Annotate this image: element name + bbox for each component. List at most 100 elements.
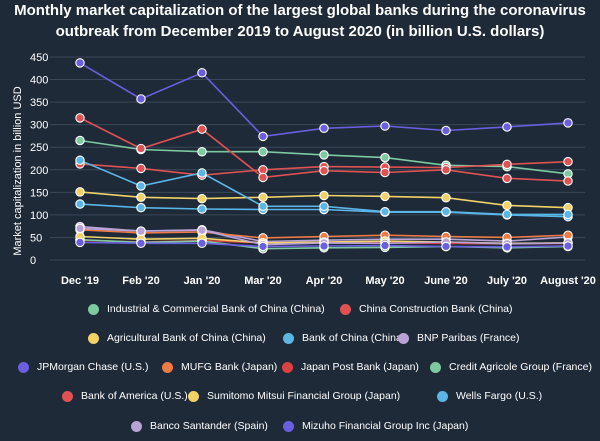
legend-item[interactable]: Sumitomo Mitsui Financial Group (Japan) [188,390,400,402]
data-point[interactable] [258,192,268,203]
data-point[interactable] [136,192,146,203]
x-tick-label: July '20 [487,275,527,287]
legend-item[interactable]: Bank of China (China) [283,332,405,344]
data-point[interactable] [75,113,85,123]
data-point[interactable] [502,209,512,220]
data-point[interactable] [75,155,85,166]
legend-item[interactable]: Banco Santander (Spain) [131,420,268,432]
data-point[interactable] [502,159,512,170]
data-point[interactable] [502,173,512,184]
data-point[interactable] [258,241,268,252]
data-point[interactable] [75,58,85,68]
data-point[interactable] [563,241,573,251]
legend-swatch [88,303,99,315]
chart-title-line-1: Monthly market capitalization of the lar… [14,2,586,19]
legend-swatch [18,361,29,373]
data-point[interactable] [380,152,390,163]
data-point[interactable] [380,191,390,202]
legend-label: Bank of China (China) [302,332,406,344]
legend-item[interactable]: Bank of America (U.S.) [62,390,188,402]
data-point[interactable] [197,193,207,204]
data-point[interactable] [441,192,451,203]
y-tick-label: 300 [30,120,48,132]
data-point[interactable] [75,199,85,209]
data-point[interactable] [380,206,390,217]
legend-label: Industrial & Commercial Bank of China (C… [107,303,325,315]
data-point[interactable] [197,204,207,214]
data-point[interactable] [319,201,329,212]
data-point[interactable] [75,237,85,248]
legend-item[interactable]: MUFG Bank (Japan) [162,361,277,373]
data-point[interactable] [441,241,451,252]
legend-item[interactable]: JPMorgan Chase (U.S.) [18,361,148,373]
data-point[interactable] [136,238,146,249]
data-point[interactable] [319,190,329,201]
y-tick-label: 50 [30,232,42,244]
legend-item[interactable]: China Construction Bank (China) [340,303,513,315]
legend-swatch [282,361,293,373]
data-point[interactable] [197,68,207,78]
data-point[interactable] [380,240,390,251]
data-point[interactable] [563,156,573,167]
legend-item[interactable]: Industrial & Commercial Bank of China (C… [88,303,325,315]
legend-item[interactable]: Agricultural Bank of China (China) [88,332,266,344]
legend-swatch [398,332,409,344]
legend-item[interactable]: Wells Fargo (U.S.) [437,390,542,402]
data-point[interactable] [502,200,512,211]
data-point[interactable] [563,176,573,186]
data-point[interactable] [136,143,146,154]
data-point[interactable] [441,206,451,217]
data-point[interactable] [502,122,512,132]
legend-label: Agricultural Bank of China (China) [107,332,266,344]
data-point[interactable] [319,241,329,251]
data-point[interactable] [197,225,207,235]
legend-swatch [162,361,173,373]
data-point[interactable] [136,94,146,104]
data-point[interactable] [258,146,268,157]
data-point[interactable] [197,146,207,157]
legend-item[interactable]: Credit Agricole Group (France) [430,361,592,373]
data-point[interactable] [136,181,146,191]
legend-swatch [430,361,441,373]
data-point[interactable] [197,124,207,134]
data-point[interactable] [258,131,268,142]
data-point[interactable] [380,121,390,131]
data-point[interactable] [563,118,573,128]
x-tick-label: Jan '20 [184,275,221,287]
data-point[interactable] [319,165,329,176]
legend-item[interactable]: Mizuho Financial Group Inc (Japan) [283,420,468,432]
data-point[interactable] [258,201,268,212]
legend-label: MUFG Bank (Japan) [181,361,278,373]
legend-label: BNP Paribas (France) [417,332,520,344]
legend-swatch [283,420,294,432]
data-point[interactable] [258,172,268,183]
data-point[interactable] [197,238,207,249]
legend-swatch [131,420,142,432]
data-point[interactable] [563,209,573,220]
data-point[interactable] [319,123,329,134]
data-point[interactable] [75,187,85,197]
y-tick-label: 350 [30,97,48,109]
legend-swatch [62,390,73,402]
legend-item[interactable]: Japan Post Bank (Japan) [282,361,419,373]
data-point[interactable] [380,167,390,178]
series-points [75,58,573,254]
y-tick-label: 100 [30,210,48,222]
chart-title-line-2: outbreak from December 2019 to August 20… [55,23,545,40]
x-tick-label: May '20 [365,275,404,287]
data-point[interactable] [136,163,146,174]
legend-item[interactable]: BNP Paribas (France) [398,332,520,344]
data-point[interactable] [502,242,512,252]
y-tick-label: 450 [30,52,48,64]
x-tick-label: Mar '20 [244,275,281,287]
data-point[interactable] [75,223,85,234]
data-point[interactable] [136,226,146,236]
data-point[interactable] [441,125,451,136]
data-point[interactable] [441,165,451,175]
data-point[interactable] [319,150,329,160]
y-tick-label: 200 [30,165,48,177]
data-point[interactable] [136,202,146,213]
data-point[interactable] [197,168,207,178]
x-axis-ticks: Dec '19 Feb '20 Jan '20 Mar '20 Apr '20 May '… [61,275,596,287]
data-point[interactable] [75,135,85,146]
